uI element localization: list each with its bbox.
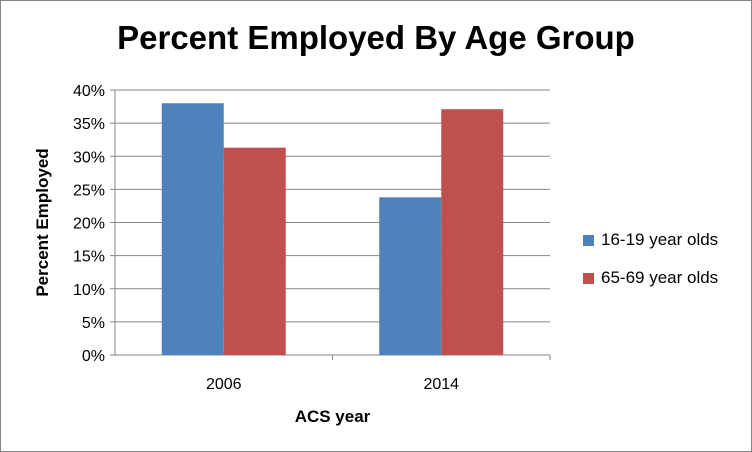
y-tick-label: 0% xyxy=(82,348,105,365)
legend-item: 65-69 year olds xyxy=(583,267,718,289)
y-tick-label: 5% xyxy=(82,315,105,332)
x-axis-title: ACS year xyxy=(295,407,371,426)
y-tick-label: 30% xyxy=(73,149,105,166)
legend-swatch xyxy=(583,272,594,284)
legend-label: 65-69 year olds xyxy=(601,268,719,287)
y-tick-label: 10% xyxy=(73,282,105,299)
chart-title: Percent Employed By Age Group xyxy=(117,19,635,56)
x-tick-label: 2014 xyxy=(423,376,459,393)
bar xyxy=(223,147,286,355)
y-tick-label: 40% xyxy=(73,83,105,100)
y-tick-label: 20% xyxy=(73,216,105,233)
legend-swatch xyxy=(583,234,594,246)
legend: 16-19 year olds 65-69 year olds xyxy=(583,229,718,305)
y-axis-title: Percent Employed xyxy=(33,148,52,296)
y-tick-label: 35% xyxy=(73,116,105,133)
x-tick-label: 2006 xyxy=(206,376,242,393)
legend-label: 16-19 year olds xyxy=(601,230,719,249)
y-tick-label: 25% xyxy=(73,182,105,199)
bar xyxy=(441,109,504,356)
bar xyxy=(379,197,442,355)
legend-item: 16-19 year olds xyxy=(583,229,718,251)
bar xyxy=(161,103,224,355)
y-tick-label: 15% xyxy=(73,249,105,266)
